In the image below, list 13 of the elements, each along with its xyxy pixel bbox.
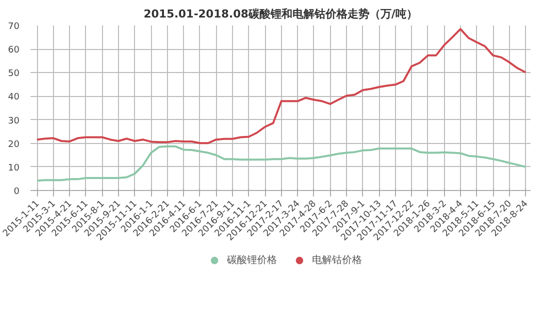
legend-label: 电解钴价格 — [312, 254, 362, 267]
line-series — [36, 28, 527, 144]
y-tick-label: 20 — [8, 140, 20, 150]
y-tick-label: 70 — [8, 22, 20, 32]
y-tick-label: 30 — [8, 116, 20, 126]
y-tick-label: 40 — [8, 92, 20, 103]
legend-label: 碳酸锂价格 — [227, 254, 277, 267]
chart-title: 2015.01-2018.08碳酸锂和电解钴价格走势（万/吨） — [144, 8, 418, 20]
y-tick-label: 10 — [8, 163, 20, 174]
line-series — [36, 145, 527, 182]
y-tick-label: 0 — [14, 187, 20, 197]
y-tick-label: 50 — [8, 69, 20, 80]
y-tick-label: 60 — [8, 46, 20, 56]
